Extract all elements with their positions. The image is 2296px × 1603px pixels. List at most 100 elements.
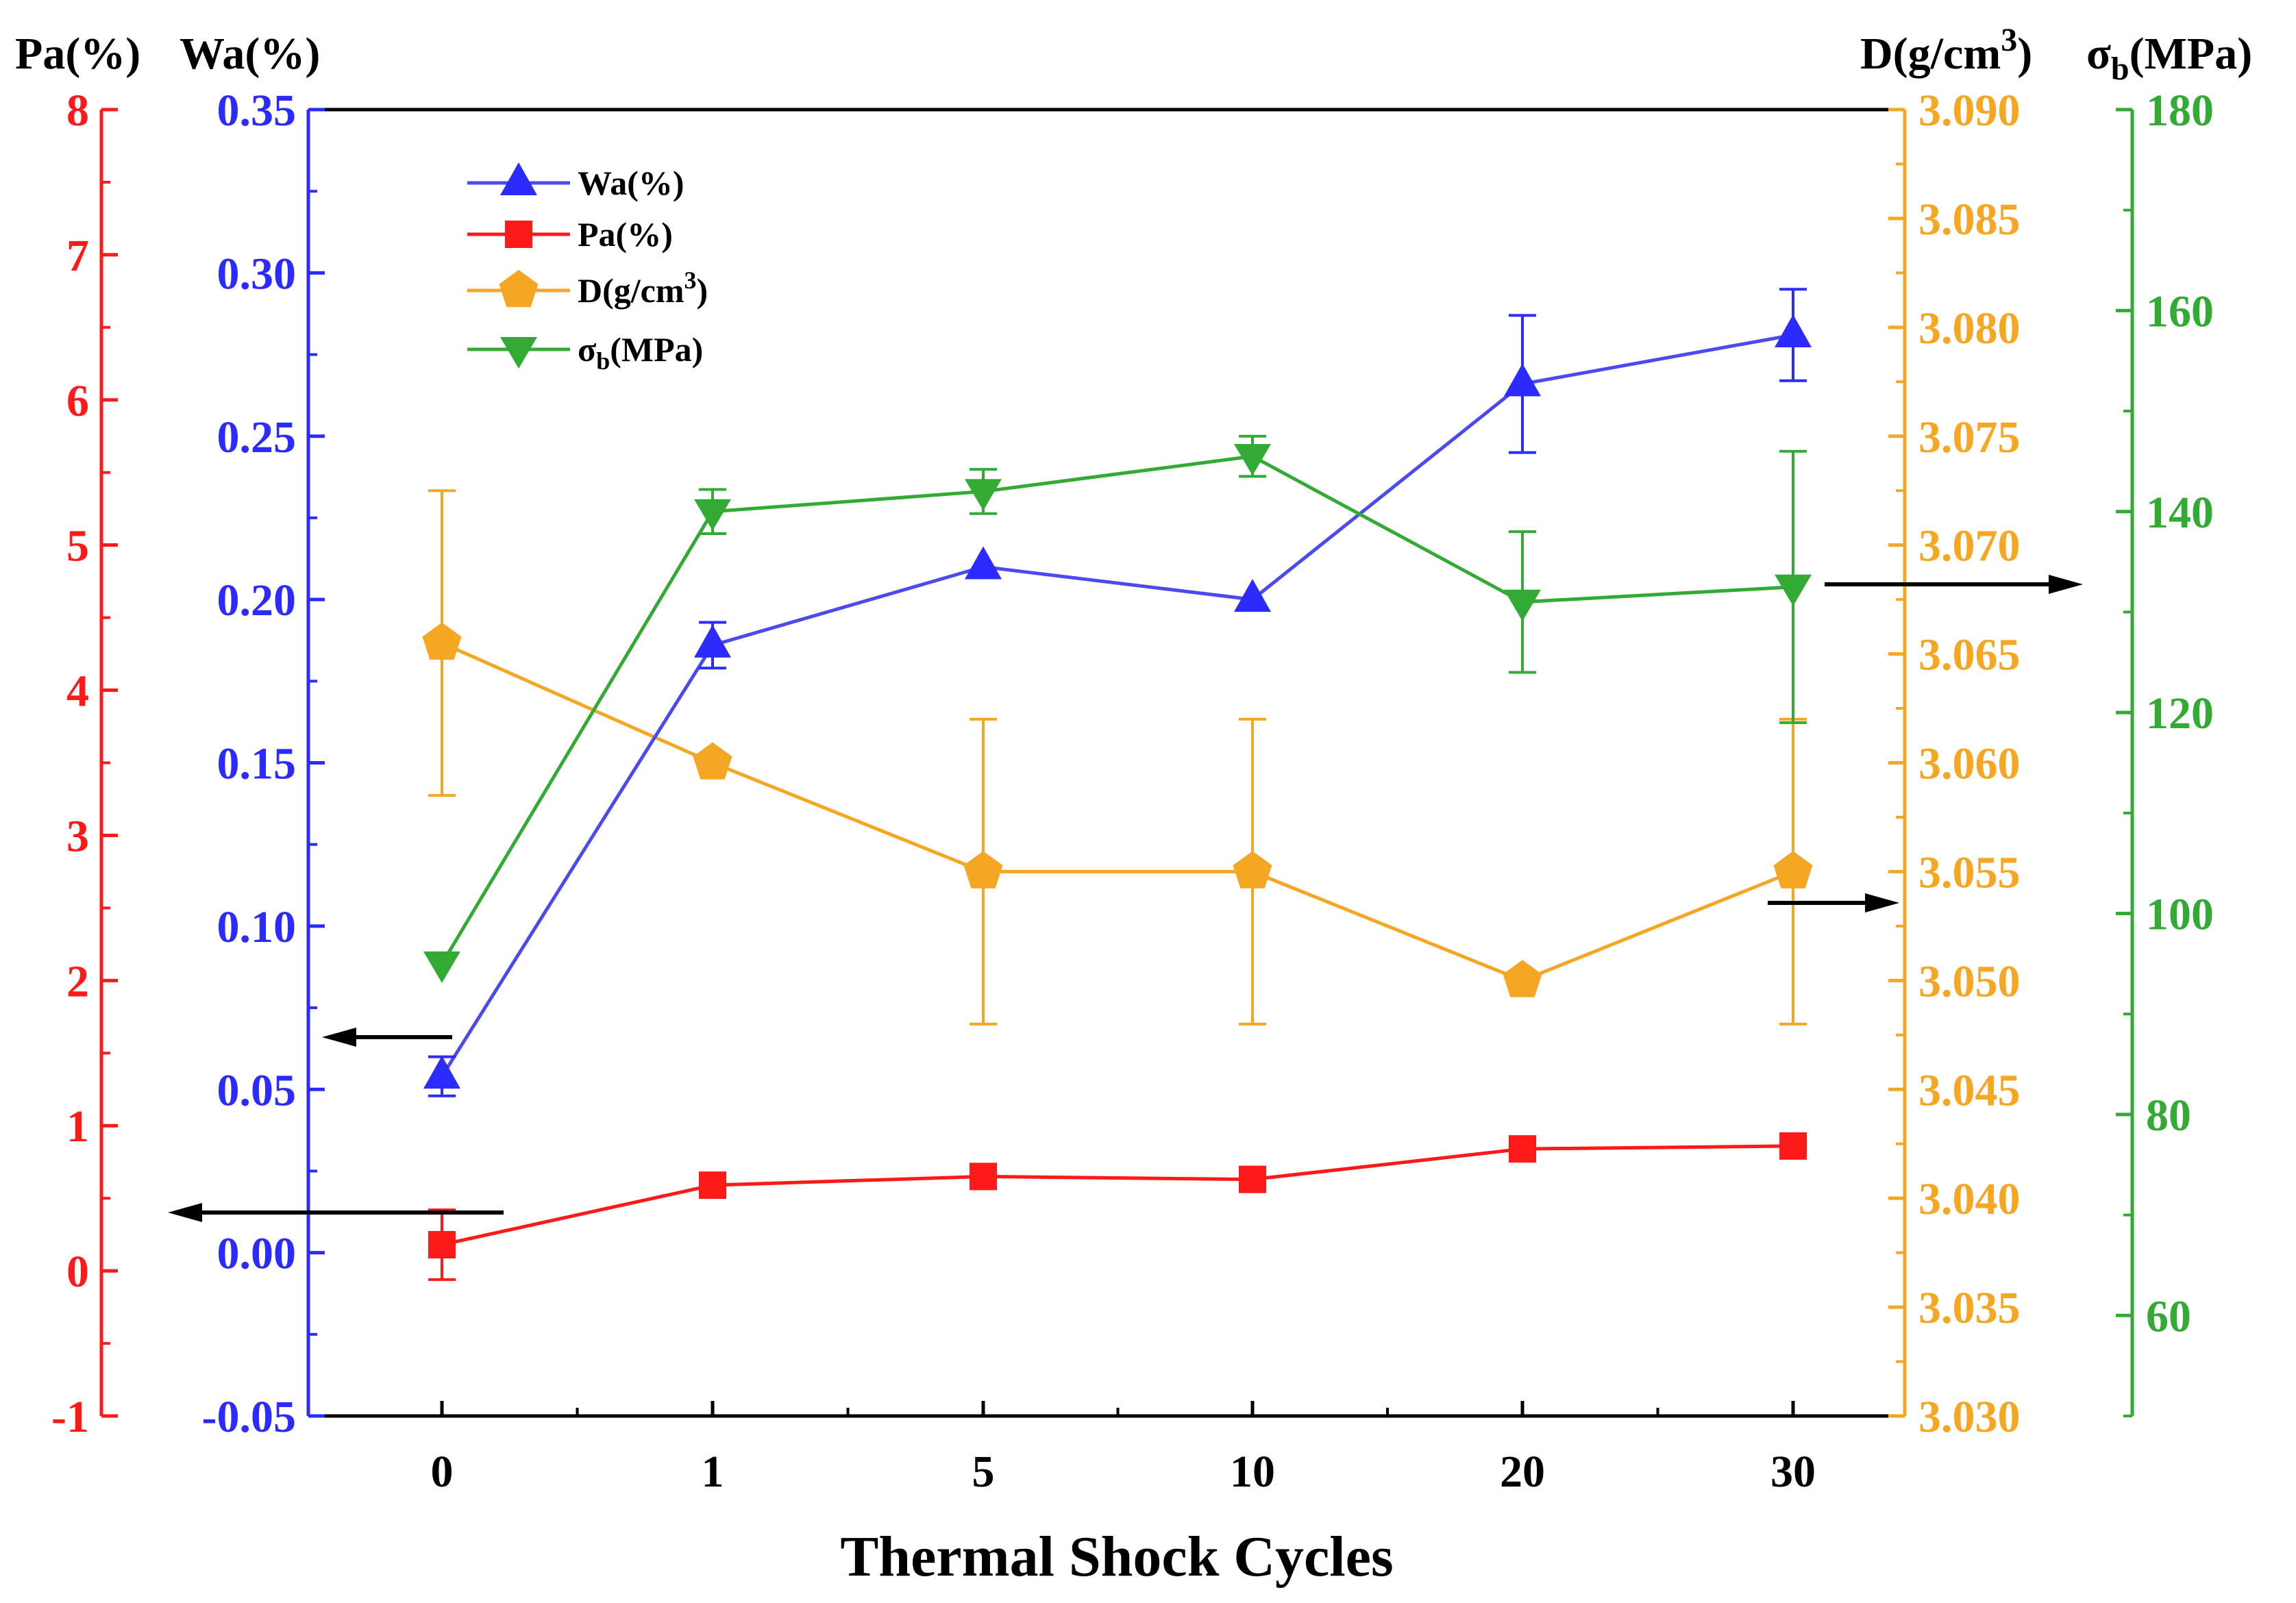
wa-tick-label: 0.20 [217,575,297,625]
wa-point [694,624,731,658]
x-tick-label: 20 [1500,1447,1545,1497]
sigma-point [694,499,731,531]
d-tick-label: 3.085 [1918,195,2021,245]
pa-tick-label: 5 [66,521,89,571]
legend-label-pa: Pa(%) [578,215,673,253]
pa-tick-label: 0 [66,1247,89,1297]
series-d [422,489,1813,1026]
legend-label-sigma-part: σ [578,330,596,369]
series-wa-line [440,333,1794,1078]
sigma-tick-label: 160 [2146,286,2214,336]
legend-label-d: D(g/cm3) [578,266,708,310]
wa-tick-label: 0.25 [217,412,297,462]
sigma-tick-label: 80 [2146,1091,2191,1141]
x-tick-label: 0 [431,1447,454,1497]
d-axis: 3.030 3.035 3.040 3.045 3.050 3.055 3.060 3.065… [1888,86,2021,1442]
d-tick-label: 3.075 [1918,412,2021,462]
d-tick-label: 3.050 [1918,956,2021,1006]
legend-label-wa-part: Wa(%) [578,164,684,202]
wa-tick-label: 0.10 [217,902,297,952]
wa-point [1234,579,1271,612]
d-axis-header: D(g/cm3) [1860,22,2032,79]
legend-label-sigma-part: (MPa) [610,330,703,369]
d-tick-label: 3.090 [1918,86,2021,136]
sigma-point [423,951,460,983]
series-pa-line [441,1144,1794,1247]
wa-point [423,1056,460,1089]
wa-tick-label: -0.05 [202,1392,296,1442]
d-tick-label: 3.030 [1918,1392,2021,1442]
pa-tick-label: 7 [66,231,89,281]
pa-tick-label: -1 [51,1392,89,1442]
series-sigma-line [440,454,1794,965]
d-point [1503,960,1542,997]
arrow-to-d-axis-head [1865,893,1899,912]
arrow-to-pa-axis [168,1203,504,1222]
sigma-tick-label: 120 [2146,688,2214,738]
pa-tick-label: 8 [66,86,89,136]
sigma-tick-label: 140 [2146,488,2214,538]
d-tick-label: 3.065 [1918,630,2021,680]
pa-tick-label: 3 [66,811,89,861]
x-tick-label: 1 [702,1447,724,1497]
d-axis-header-part: 3 [2001,22,2017,58]
pa-tick-label: 4 [66,667,89,717]
arrow-to-sigma-axis-head [2049,575,2083,594]
series-pa [428,1132,1807,1281]
wa-tick-label: 0.30 [217,249,297,299]
d-tick-label: 3.055 [1918,847,2021,897]
sigma-tick-label: 100 [2146,890,2214,940]
legend-label-sigma-part: b [596,347,610,375]
x-axis-title: Thermal Shock Cycles [840,1525,1393,1589]
x-tick-label: 30 [1770,1447,1816,1497]
d-axis-header-part: D(g/cm [1860,29,2001,79]
series-d-line [441,641,1794,983]
sigma-axis-header-part: b [2111,51,2130,87]
legend-label-d-part: D(g/cm [578,271,684,310]
pa-point [1509,1135,1536,1163]
pa-axis-header: Pa(%) [15,29,140,79]
wa-axis: -0.05 0.00 0.05 0.10 0.15 0.20 0.25 0.30 0.35 [202,86,325,1442]
legend: Wa(%) Pa(%) D(g/cm3) σb(MPa) [467,162,708,375]
wa-tick-label: 0.00 [217,1229,297,1279]
sigma-axis-header-part: (MPa) [2130,29,2253,79]
sigma-point [1775,574,1812,606]
legend-label-sigma: σb(MPa) [578,330,703,375]
wa-point [1775,314,1812,347]
wa-point [965,546,1002,580]
pa-tick-label: 1 [66,1102,89,1152]
wa-tick-label: 0.15 [217,739,297,789]
arrow-to-sigma-axis [1825,575,2083,594]
x-tick-label: 10 [1230,1447,1275,1497]
d-point [693,742,732,780]
series-wa [423,288,1812,1097]
pa-tick-label: 6 [66,376,89,426]
d-point [963,851,1003,889]
d-tick-label: 3.035 [1918,1283,2021,1333]
sigma-point [1234,444,1271,476]
arrow-to-wa-axis-head [322,1028,356,1047]
sigma-axis-header-part: σ [2086,29,2111,79]
pa-tick-label: 2 [66,956,89,1006]
legend-marker-wa [500,162,537,195]
d-axis-header-part: ) [2017,29,2032,79]
wa-tick-label: 0.35 [217,86,297,136]
arrow-to-d-axis [1768,893,1899,912]
pa-point [428,1230,456,1258]
pa-point [970,1163,997,1191]
d-point [1233,851,1272,889]
sigma-tick-label: 180 [2146,86,2214,136]
d-point [1773,851,1813,889]
sigma-tick-label: 60 [2146,1291,2191,1341]
legend-marker-sigma [500,337,537,369]
legend-marker-d [499,270,539,308]
wa-axis-header: Wa(%) [180,29,320,79]
series-sigma [423,434,1812,983]
pa-point [1239,1165,1266,1193]
legend-label-pa-part: Pa(%) [578,215,673,253]
arrow-to-pa-axis-head [168,1203,202,1222]
d-point [422,622,462,660]
legend-marker-pa [505,221,532,248]
